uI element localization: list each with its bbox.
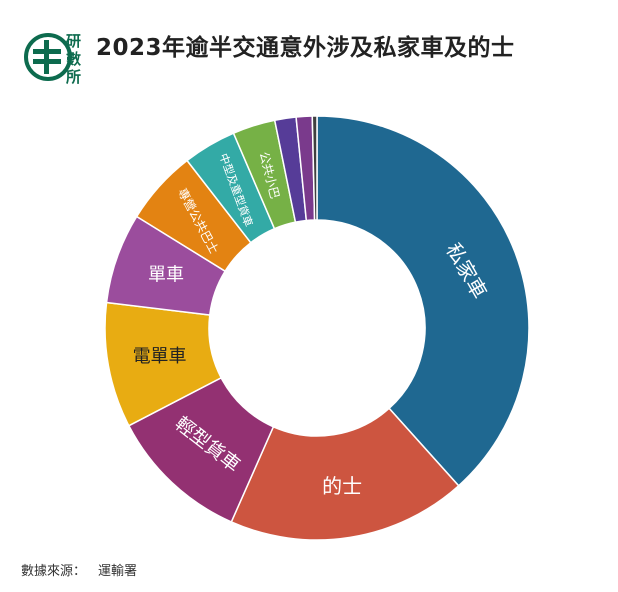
slice-label: 的士 [322, 474, 362, 498]
slice-label: 單車 [148, 265, 184, 286]
logo-char-3: 所 [66, 68, 81, 86]
donut-slices [104, 115, 530, 541]
logo-char-1: 研 [66, 32, 81, 50]
chart-title: 2023年逾半交通意外涉及私家車及的士 [96, 35, 515, 61]
donut-slice [316, 115, 530, 487]
brand-logo: 研 數 所 [24, 32, 81, 86]
source-label: 數據來源： [21, 564, 87, 579]
donut-slice [311, 115, 318, 221]
donut-slice [230, 407, 460, 541]
slice-label: 電單車 [133, 346, 187, 367]
logo-char-2: 數 [66, 50, 81, 68]
logo-stem [44, 40, 49, 74]
source-note: 數據來源： 運輸署 [21, 560, 137, 579]
source-value: 運輸署 [98, 564, 138, 579]
logo-ring [24, 33, 72, 81]
